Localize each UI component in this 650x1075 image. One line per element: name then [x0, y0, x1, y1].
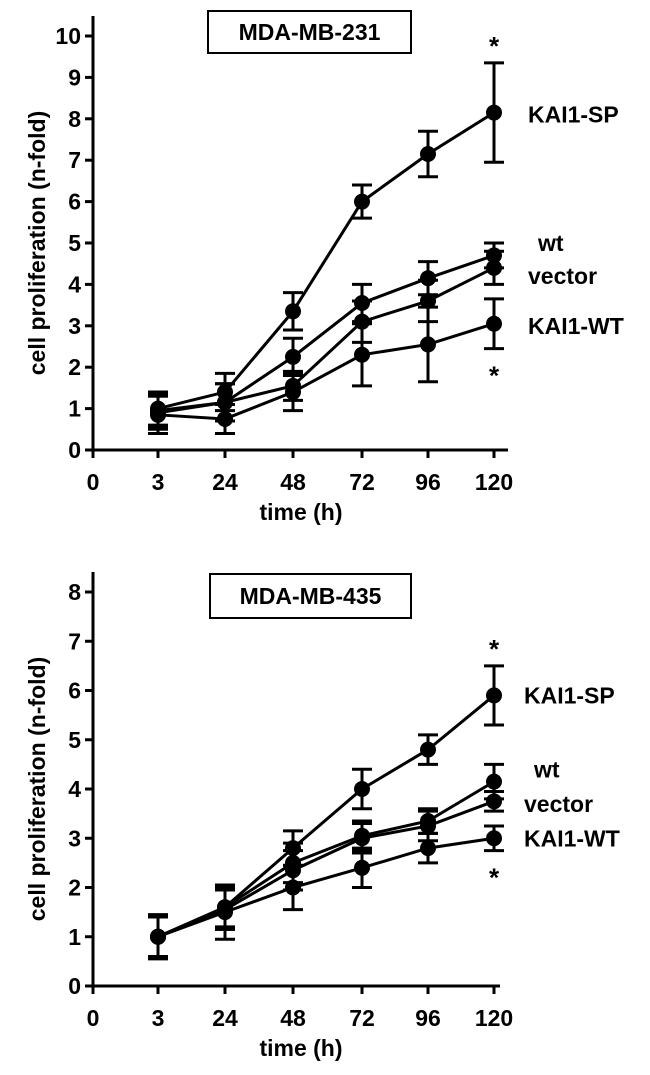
x-tick-label: 24	[212, 1005, 238, 1031]
y-tick-label: 8	[68, 106, 81, 132]
y-tick-label: 7	[68, 147, 81, 173]
x-tick-label: 3	[152, 469, 165, 495]
data-point	[217, 410, 233, 427]
x-tick-label: 72	[349, 469, 375, 495]
series-line-vector	[157, 799, 495, 939]
data-point	[420, 840, 436, 857]
data-point	[354, 781, 370, 797]
data-point	[486, 687, 502, 704]
data-point	[420, 292, 436, 309]
data-point	[420, 817, 436, 834]
y-tick-label: 2	[68, 354, 81, 380]
series-label-kai1-sp: KAI1-SP	[528, 102, 619, 128]
y-tick-label: 3	[68, 825, 81, 851]
chart-title: MDA-MB-231	[239, 19, 381, 45]
data-point	[354, 313, 370, 330]
data-point	[217, 394, 233, 411]
significance-marker: *	[489, 361, 500, 391]
data-point	[150, 928, 166, 945]
data-point	[486, 259, 502, 276]
chart-title: MDA-MB-435	[240, 583, 382, 609]
data-point	[217, 904, 233, 921]
series-line-kai1-wt	[157, 322, 495, 421]
title-box	[209, 573, 412, 619]
data-point	[486, 830, 502, 847]
y-tick-label: 5	[68, 230, 81, 256]
x-tick-label: 48	[280, 1005, 306, 1031]
significance-marker: *	[489, 634, 500, 664]
data-point	[420, 145, 436, 162]
series-line-vector	[157, 266, 495, 415]
y-tick-label: 7	[68, 628, 81, 654]
series-label-vector: vector	[528, 263, 597, 289]
data-point	[486, 104, 502, 121]
y-tick-label: 6	[68, 189, 81, 215]
y-tick-label: 2	[68, 875, 81, 901]
y-tick-label: 0	[68, 973, 81, 999]
data-point	[420, 336, 436, 353]
series-line-kai1-sp	[157, 111, 495, 411]
data-point	[420, 270, 436, 287]
series-line-wt	[157, 254, 495, 413]
data-point	[354, 830, 370, 847]
y-tick-label: 4	[68, 776, 81, 802]
x-tick-label: 96	[415, 1005, 441, 1031]
y-axis-title: cell proliferation (n-fold)	[24, 657, 50, 922]
x-tick-label: 120	[475, 469, 513, 495]
x-tick-label: 3	[152, 1005, 165, 1031]
data-point	[354, 193, 370, 210]
series-label-wt: wt	[533, 756, 560, 782]
data-point	[420, 741, 436, 758]
x-axis-title: time (h)	[259, 1035, 342, 1061]
series-label-kai1-wt: KAI1-WT	[524, 825, 620, 851]
significance-marker: *	[489, 31, 500, 61]
data-point	[354, 346, 370, 363]
data-point	[354, 859, 370, 876]
x-tick-label: 48	[280, 469, 306, 495]
y-tick-label: 1	[68, 924, 81, 950]
series-label-kai1-sp: KAI1-SP	[524, 682, 615, 708]
series-line-kai1-wt	[157, 836, 495, 939]
series-label-wt: wt	[537, 230, 564, 256]
y-tick-label: 9	[68, 64, 81, 90]
y-tick-label: 4	[68, 271, 81, 297]
data-point	[486, 773, 502, 790]
data-point	[150, 406, 166, 423]
title-box	[207, 10, 412, 54]
series-label-kai1-wt: KAI1-WT	[528, 313, 624, 339]
significance-marker: *	[489, 863, 500, 893]
data-point	[285, 879, 301, 896]
data-point	[486, 315, 502, 332]
x-tick-label: 0	[87, 1005, 100, 1031]
y-tick-label: 6	[68, 678, 81, 704]
y-tick-label: 10	[55, 23, 81, 49]
series-line-wt	[157, 780, 495, 939]
panel-mda-mb-231: 0 1 2 3 4 5 6 7 8 9 10 0 3 24 48 72 96 120 time (h) cell pr…	[24, 10, 624, 525]
y-tick-label: 8	[68, 579, 81, 605]
y-tick-label: 0	[68, 437, 81, 463]
x-tick-label: 0	[87, 469, 100, 495]
data-point	[486, 793, 502, 810]
x-tick-label: 96	[415, 469, 441, 495]
data-point	[285, 348, 301, 365]
data-point	[285, 303, 301, 320]
x-tick-label: 72	[349, 1005, 375, 1031]
y-tick-label: 3	[68, 313, 81, 339]
y-axis-title: cell proliferation (n-fold)	[24, 111, 50, 376]
series-line-kai1-sp	[157, 694, 495, 939]
x-tick-label: 120	[475, 1005, 513, 1031]
y-tick-label: 5	[68, 727, 81, 753]
series-label-vector: vector	[524, 791, 593, 817]
panel-mda-mb-435: 0 1 2 3 4 5 6 7 8 0 3 24 48 72 96 120 time (h) cell proli…	[24, 572, 620, 1061]
x-tick-label: 24	[212, 469, 238, 495]
x-axis-title: time (h)	[259, 499, 342, 525]
data-point	[285, 384, 301, 401]
y-tick-label: 1	[68, 396, 81, 422]
